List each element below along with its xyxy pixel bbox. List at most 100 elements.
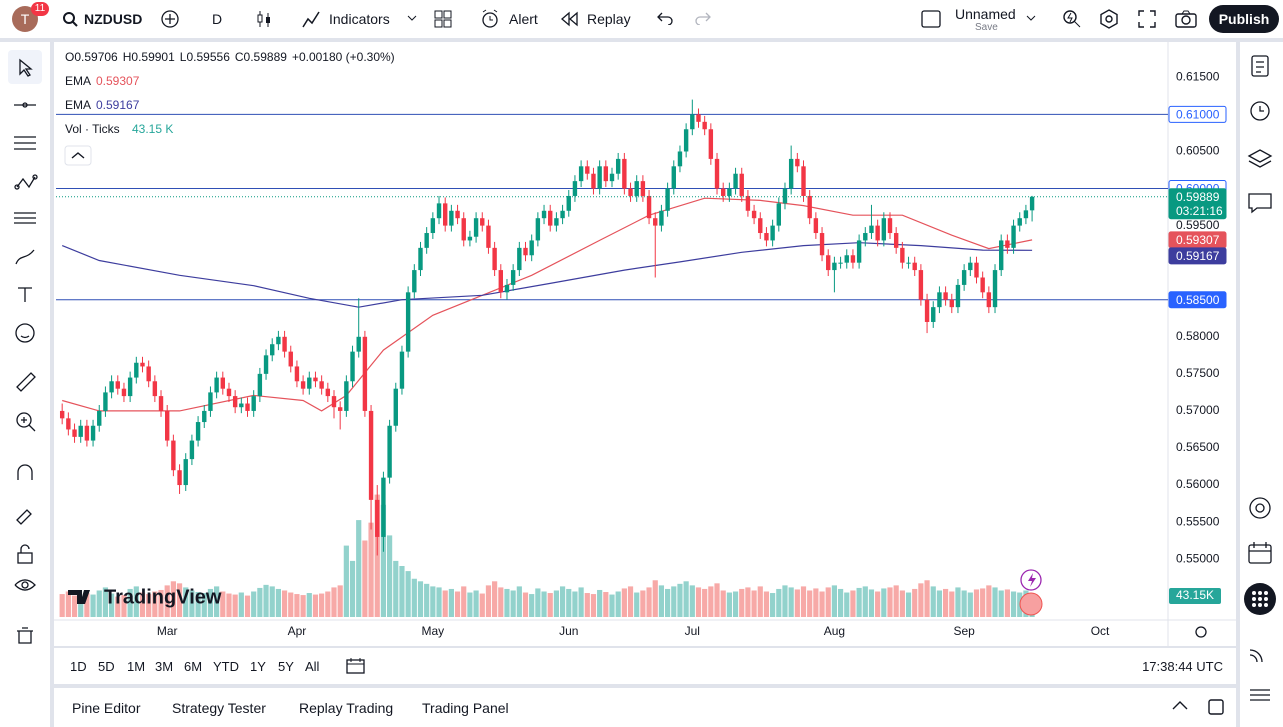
volume-bar (59, 594, 65, 617)
candle-body (826, 255, 831, 271)
volume-bar (374, 494, 380, 617)
collapse-panel-icon[interactable] (1171, 700, 1189, 712)
volume-bar (695, 587, 702, 617)
layout-name[interactable]: Unnamed (955, 6, 1016, 22)
quick-search-icon[interactable] (1062, 9, 1082, 29)
candle-body (708, 129, 714, 159)
volume-bar (417, 581, 424, 617)
panel-tab[interactable]: Trading Panel (422, 700, 509, 716)
volume-bar (152, 591, 158, 617)
y-tick-label: 0.55000 (1176, 551, 1220, 565)
candle-body (659, 210, 664, 226)
goto-date-icon[interactable] (345, 657, 367, 675)
cursor-tool[interactable] (8, 50, 42, 84)
volume-bar (794, 589, 800, 617)
volume-bar (189, 590, 195, 617)
volume-bar (850, 590, 856, 617)
volume-bar (868, 589, 875, 617)
symbol[interactable]: NZDUSD (84, 11, 143, 27)
range-button[interactable]: 1D (70, 659, 87, 674)
legend-value: 0.59307 (96, 74, 140, 88)
range-button[interactable]: 3M (155, 659, 174, 674)
ema-badge-value: 0.59307 (1176, 233, 1220, 247)
replay-button[interactable]: Replay (587, 11, 631, 27)
candle-body (84, 425, 90, 441)
range-button[interactable]: 5D (98, 659, 115, 674)
candle-body (696, 114, 701, 122)
candle-body (1011, 225, 1016, 248)
bottom-panel-tabs: Pine Editor Strategy Tester Replay Trading… (54, 688, 1236, 727)
candle-body (350, 351, 355, 382)
range-button[interactable]: YTD (213, 659, 239, 674)
volume-bar (522, 592, 529, 617)
candle-body (548, 210, 553, 226)
range-button[interactable]: All (305, 659, 320, 674)
alert-icon[interactable] (480, 9, 500, 29)
volume-bar (800, 586, 807, 617)
indicators-button[interactable]: Indicators (329, 11, 390, 27)
range-button[interactable]: 6M (184, 659, 203, 674)
maximize-panel-icon[interactable] (1208, 699, 1224, 715)
volume-bar (590, 594, 597, 617)
clock: 17:38:44 UTC (1142, 659, 1223, 674)
volume-bar (782, 585, 788, 617)
panel-tab[interactable]: Strategy Tester (172, 700, 266, 716)
volume-bar (961, 590, 967, 617)
interval[interactable]: D (212, 11, 223, 27)
redo-icon[interactable] (695, 11, 711, 25)
candle-body (59, 410, 65, 419)
chart-type-icon[interactable] (256, 9, 272, 29)
settings-icon[interactable] (1195, 626, 1207, 638)
volume-bar (424, 583, 430, 617)
candle-body (325, 388, 331, 397)
panel-tab[interactable]: Replay Trading (299, 700, 394, 716)
volume-bar (745, 587, 751, 617)
fullscreen-icon[interactable] (1138, 10, 1156, 28)
search-icon[interactable] (62, 11, 78, 27)
volume-bar (819, 591, 825, 617)
candle-body (146, 366, 151, 382)
volume-bar (263, 584, 269, 617)
volume-bar (121, 595, 127, 617)
layout-dropdown[interactable] (1026, 15, 1036, 23)
settings-icon[interactable] (1099, 9, 1119, 29)
undo-icon[interactable] (657, 11, 673, 25)
snapshot-icon[interactable] (1175, 9, 1197, 29)
dropdown-icon[interactable] (407, 15, 417, 23)
compare-icon[interactable] (160, 9, 180, 29)
volume-bar (127, 588, 133, 617)
candle-body (270, 344, 275, 356)
volume-bar (615, 591, 621, 617)
candle-body (158, 396, 164, 411)
volume-bar (881, 588, 887, 617)
legend-collapse[interactable] (64, 145, 92, 166)
volume-bar (281, 590, 288, 617)
candle-body (906, 262, 911, 264)
candle-body (591, 173, 596, 189)
range-button[interactable]: 1M (127, 659, 146, 674)
alert-button[interactable]: Alert (509, 11, 538, 27)
candle-body (300, 381, 306, 389)
volume-bar (980, 588, 986, 617)
publish-button[interactable]: Publish (1209, 5, 1279, 33)
range-button[interactable]: 5Y (278, 659, 294, 674)
volume-bar (899, 590, 905, 617)
watermark-logo: TradingView (68, 586, 222, 608)
range-button[interactable]: 1Y (250, 659, 266, 674)
volume-bar (837, 588, 844, 617)
candle-body (615, 158, 621, 174)
economic-event-icon[interactable] (1019, 592, 1043, 616)
panel-tab[interactable]: Pine Editor (72, 700, 141, 716)
layouts-icon[interactable] (434, 10, 452, 28)
ema-badge (1168, 247, 1227, 265)
candle-body (282, 336, 287, 352)
event-icon[interactable] (1020, 569, 1042, 591)
layout-icon[interactable] (921, 10, 941, 28)
tool-icons (14, 58, 38, 644)
candle-body (103, 392, 108, 411)
hline-badge-label: 0.58500 (1176, 293, 1220, 307)
replay-icon[interactable] (560, 11, 580, 27)
indicators-icon[interactable] (301, 9, 321, 29)
candle-body (307, 377, 312, 389)
candle-body (455, 210, 460, 219)
